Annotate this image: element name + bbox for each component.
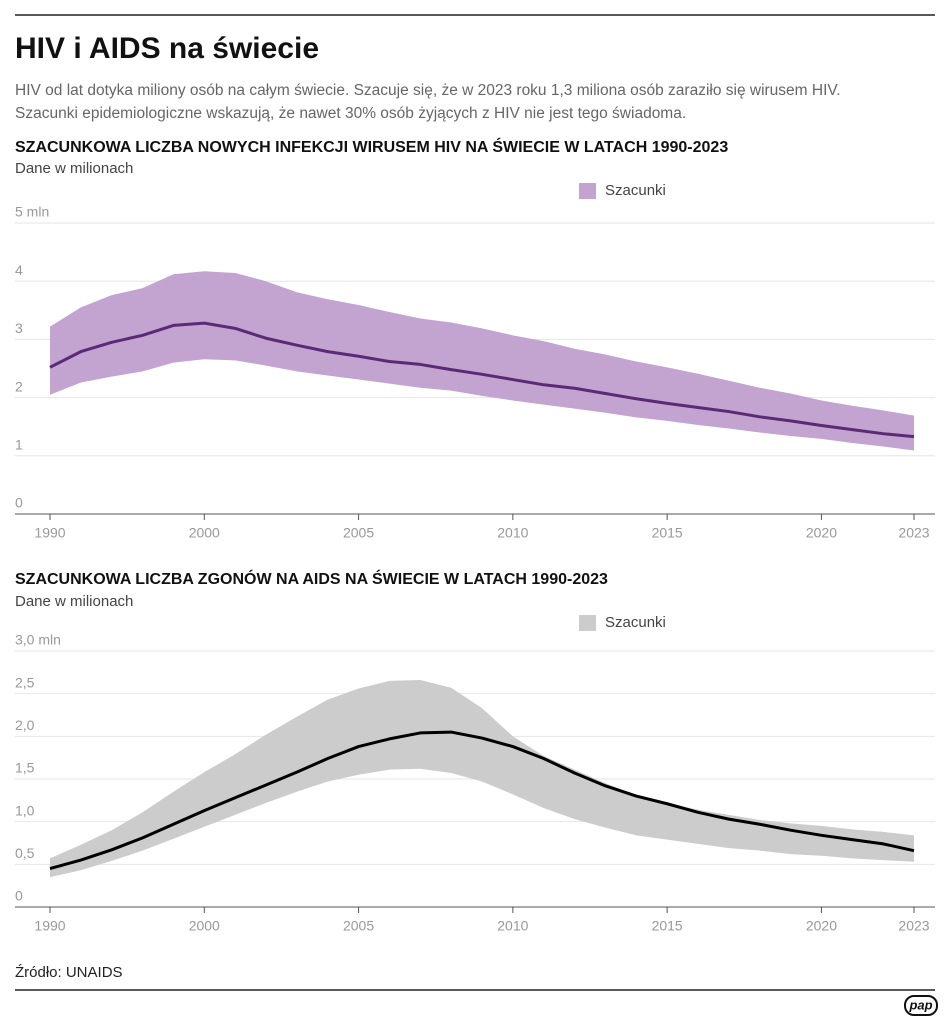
x-tick-label: 2023: [898, 918, 929, 934]
y-tick-label: 0: [15, 495, 23, 511]
y-tick-label: 4: [15, 262, 23, 278]
y-tick-label: 2,5: [15, 674, 35, 690]
x-tick-label: 2000: [189, 525, 220, 541]
y-tick-label: 5 mln: [15, 204, 49, 220]
y-tick-label: 3: [15, 320, 23, 336]
y-tick-label: 1,5: [15, 760, 35, 776]
estimate-band: [50, 680, 914, 878]
y-tick-label: 1,0: [15, 802, 35, 818]
x-tick-label: 2020: [806, 525, 837, 541]
x-tick-label: 2005: [343, 918, 374, 934]
estimate-line: [49, 730, 915, 871]
estimate-line: [49, 321, 915, 439]
legend-swatch: [579, 615, 596, 631]
description: Szacunki epidemiologiczne wskazują, że n…: [15, 105, 686, 122]
y-tick-label: 2,0: [15, 717, 35, 733]
x-tick-label: 1990: [34, 525, 65, 541]
y-tick-label: 3,0 mln: [15, 632, 61, 648]
x-tick-label: 2010: [497, 918, 528, 934]
source: Źródło: UNAIDS: [15, 964, 123, 981]
chart-subtitle: Dane w milionach: [15, 593, 133, 610]
logo: pap: [908, 997, 932, 1012]
legend-label: Szacunki: [605, 182, 666, 199]
logo-frame: [904, 995, 938, 1016]
main-title: HIV i AIDS na świecie: [15, 32, 319, 65]
x-tick-label: 1990: [34, 918, 65, 934]
x-tick-label: 2000: [189, 918, 220, 934]
legend-label: Szacunki: [605, 614, 666, 631]
x-tick-label: 2005: [343, 525, 374, 541]
legend-swatch: [579, 183, 596, 199]
y-tick-label: 0: [15, 888, 23, 904]
x-tick-label: 2015: [652, 525, 683, 541]
chart-title: SZACUNKOWA LICZBA NOWYCH INFEKCJI WIRUSE…: [15, 137, 728, 156]
chart-title: SZACUNKOWA LICZBA ZGONÓW NA AIDS NA ŚWIE…: [15, 569, 608, 588]
y-tick-label: 1: [15, 437, 23, 453]
description: HIV od lat dotyka miliony osób na całym …: [15, 82, 841, 99]
y-tick-label: 0,5: [15, 845, 35, 861]
x-tick-label: 2015: [652, 918, 683, 934]
estimate-band: [50, 271, 914, 451]
x-tick-label: 2010: [497, 525, 528, 541]
x-tick-label: 2023: [898, 525, 929, 541]
x-tick-label: 2020: [806, 918, 837, 934]
y-tick-label: 2: [15, 378, 23, 394]
chart-subtitle: Dane w milionach: [15, 160, 133, 177]
